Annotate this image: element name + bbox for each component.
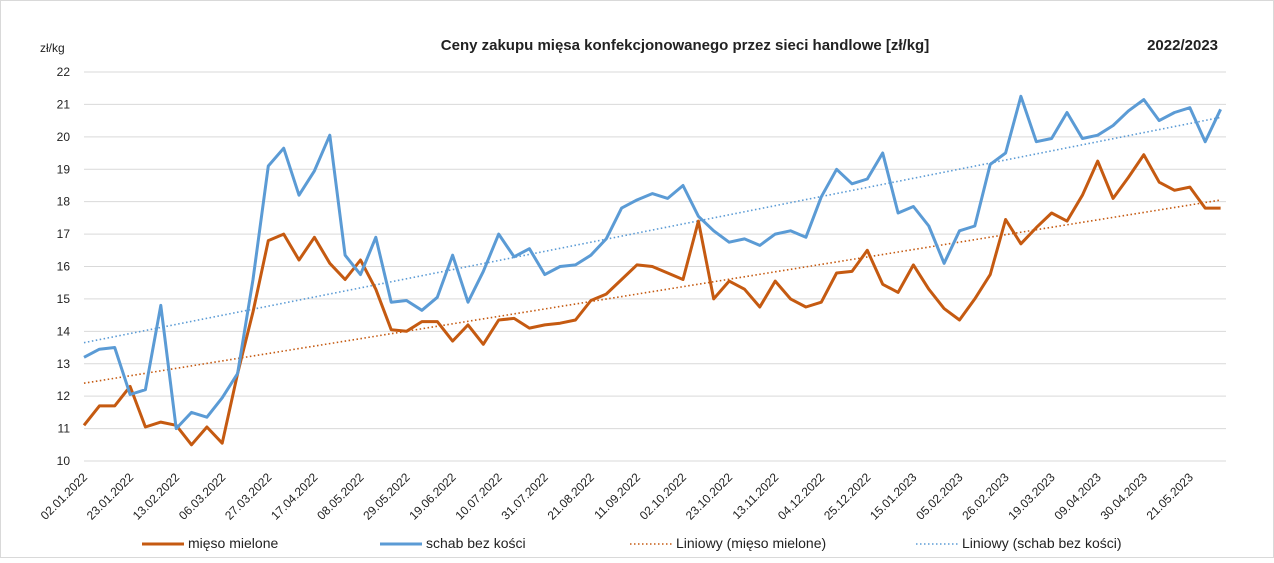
- y-tick-label: 20: [57, 130, 71, 144]
- legend-label: Liniowy (mięso mielone): [676, 535, 826, 551]
- y-tick-label: 12: [57, 389, 71, 403]
- legend-label: Liniowy (schab bez kości): [962, 535, 1122, 551]
- legend-label: mięso mielone: [188, 535, 278, 551]
- y-tick-label: 19: [57, 162, 71, 176]
- y-tick-label: 11: [58, 422, 71, 436]
- chart-subtitle: 2022/2023: [1147, 37, 1218, 54]
- series-line: [83, 94, 1222, 431]
- y-tick-label: 10: [57, 454, 71, 468]
- y-tick-label: 16: [57, 260, 71, 274]
- y-tick-label: 22: [57, 65, 71, 79]
- chart-title: Ceny zakupu mięsa konfekcjonowanego prze…: [441, 37, 929, 54]
- y-tick-label: 14: [57, 324, 71, 338]
- y-tick-label: 21: [57, 97, 71, 111]
- y-tick-label: 18: [57, 195, 71, 209]
- legend-label: schab bez kości: [426, 535, 526, 551]
- y-tick-label: 13: [57, 357, 71, 371]
- y-tick-label: 17: [57, 227, 71, 241]
- y-axis-label: zł/kg: [40, 41, 65, 55]
- y-tick-label: 15: [57, 292, 71, 306]
- series-line: [82, 153, 1221, 447]
- trend-line: [83, 116, 1221, 344]
